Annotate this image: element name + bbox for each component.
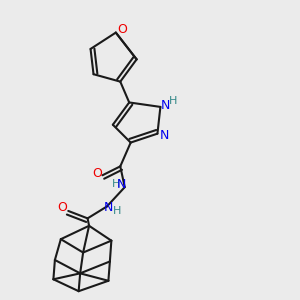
Text: H: H — [112, 179, 120, 189]
Text: H: H — [113, 206, 122, 216]
Text: H: H — [169, 96, 177, 106]
Text: O: O — [92, 167, 102, 180]
Text: O: O — [57, 202, 67, 214]
Text: N: N — [117, 178, 127, 191]
Text: N: N — [159, 129, 169, 142]
Text: N: N — [161, 99, 170, 112]
Text: N: N — [104, 202, 113, 214]
Text: O: O — [117, 23, 127, 36]
